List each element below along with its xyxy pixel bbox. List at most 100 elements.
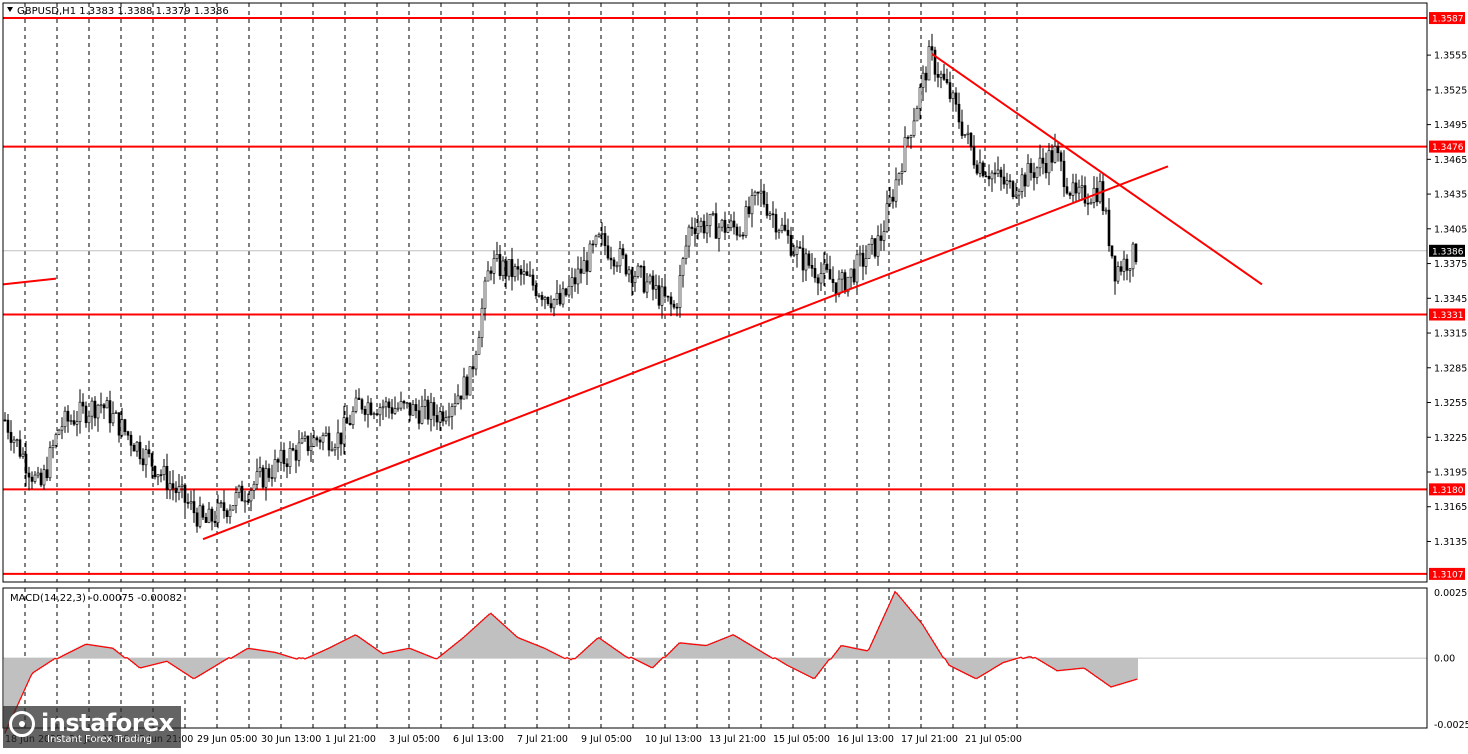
candle-body [505, 261, 507, 276]
macd-bar [1132, 658, 1134, 681]
candle-body [262, 468, 264, 487]
price-tick-label: 1.3285 [1434, 363, 1467, 374]
candle-body [175, 488, 177, 493]
candle-body [1102, 181, 1104, 210]
macd-bar [986, 658, 988, 673]
candle-body [274, 459, 276, 478]
macd-bar [32, 658, 34, 674]
macd-bar [468, 632, 470, 659]
macd-bar [342, 640, 344, 658]
price-tick-label: 1.3315 [1434, 329, 1467, 340]
candle-body [673, 304, 675, 307]
candle-body [1051, 151, 1053, 163]
macd-bar [490, 612, 492, 658]
candle-body [361, 400, 363, 410]
candle-body [943, 74, 945, 79]
time-label: 29 Jun 05:00 [197, 734, 257, 745]
macd-bar [1112, 658, 1114, 687]
macd-bar [680, 642, 682, 658]
macd-bar [726, 636, 728, 658]
candle-body [19, 440, 21, 457]
candle-body [493, 259, 495, 274]
candle-body [226, 511, 228, 517]
macd-bar [472, 628, 474, 658]
candle-body [397, 408, 399, 409]
candle-body [1036, 168, 1038, 178]
candle-body [886, 204, 888, 232]
macd-bar [188, 658, 190, 677]
macd-bar [1102, 658, 1104, 682]
candle-body [892, 197, 894, 201]
candle-body [178, 487, 180, 493]
macd-bar [88, 644, 90, 658]
candle-body [628, 270, 630, 274]
macd-bar [972, 658, 974, 678]
candle-body [601, 233, 603, 234]
macd-bar [508, 629, 510, 658]
candle-body [595, 236, 597, 244]
candle-body [145, 450, 147, 465]
macd-bar [512, 632, 514, 658]
candle-body [586, 261, 588, 272]
macd-bar [476, 624, 478, 658]
candle-body [445, 418, 447, 421]
macd-bar [456, 642, 458, 658]
candle-body [574, 278, 576, 284]
candle-body [301, 438, 303, 443]
candle-body [280, 450, 282, 462]
candle-body [727, 228, 729, 233]
candle [1012, 180, 1014, 199]
macd-bar [528, 641, 530, 658]
candle-body [205, 517, 207, 522]
candle-body [118, 413, 120, 436]
macd-bar [1106, 658, 1108, 685]
time-label: 10 Jul 13:00 [645, 734, 702, 745]
candle-body [529, 275, 531, 276]
candle-body [388, 402, 390, 408]
candle-body [499, 254, 501, 275]
price-tick-label: 1.3225 [1434, 433, 1467, 444]
candle-body [256, 472, 258, 485]
macd-bar [202, 658, 204, 674]
candle-body [736, 227, 738, 235]
candle-body [352, 411, 354, 424]
candle-body [802, 248, 804, 270]
candle-body [136, 442, 138, 451]
candle-body [580, 269, 582, 273]
candle-body [856, 255, 858, 282]
candle-body [844, 273, 846, 292]
candle-body [127, 432, 129, 436]
candle-body [472, 367, 474, 369]
macd-bar [1100, 658, 1102, 681]
candle-body [184, 485, 186, 502]
candle-body [754, 192, 756, 195]
macd-bar [1058, 658, 1060, 671]
candle-body [742, 235, 744, 236]
candle-body [349, 423, 351, 424]
candle-body [1024, 175, 1026, 186]
macd-bar [848, 646, 850, 658]
macd-bar [530, 642, 532, 658]
candle-body [1135, 244, 1137, 262]
macd-bar [606, 642, 608, 658]
candle-body [1012, 182, 1014, 197]
candle-body [880, 236, 882, 241]
price-tick-label: 1.3525 [1434, 85, 1467, 96]
macd-bar [462, 637, 464, 658]
candle-body [124, 420, 126, 432]
macd-bar [732, 634, 734, 658]
candle-body [541, 295, 543, 299]
candle-body [121, 420, 123, 436]
watermark-tagline: Instant Forex Trading [47, 734, 152, 745]
macd-bar [1124, 658, 1126, 684]
candle-body [1042, 158, 1044, 163]
macd-bar [1094, 658, 1096, 677]
candle-body [661, 287, 663, 305]
candle-body [34, 475, 36, 481]
candle-body [496, 254, 498, 258]
macd-bar [510, 631, 512, 659]
candle-body [748, 207, 750, 214]
price-tick-label: 1.3345 [1434, 294, 1467, 305]
